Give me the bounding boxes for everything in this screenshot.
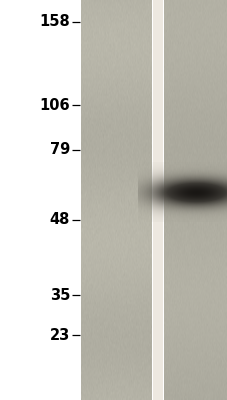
Text: 23: 23	[49, 328, 70, 342]
Text: 79: 79	[49, 142, 70, 158]
Text: 35: 35	[49, 288, 70, 302]
Text: 158: 158	[39, 14, 70, 30]
Text: 48: 48	[49, 212, 70, 228]
Text: 106: 106	[39, 98, 70, 112]
